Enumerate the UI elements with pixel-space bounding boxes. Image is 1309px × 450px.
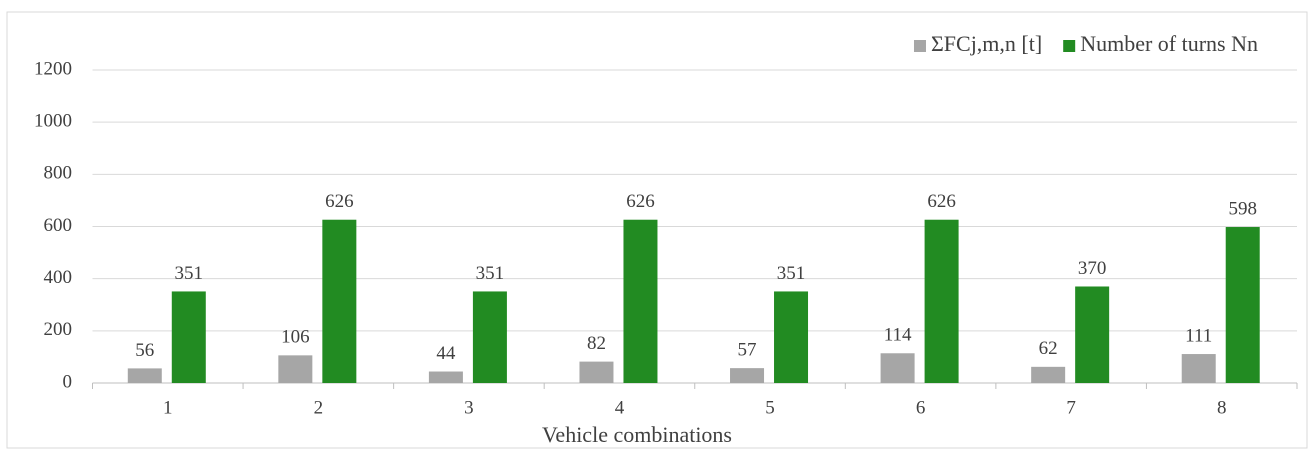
x-tick-label: 1: [163, 397, 173, 418]
data-label: 626: [626, 191, 655, 212]
bar: [278, 355, 313, 383]
data-label: 62: [1039, 338, 1058, 359]
y-tick-label: 600: [44, 215, 73, 236]
data-label: 82: [587, 333, 606, 354]
bar: [1031, 366, 1066, 383]
y-tick-label: 400: [44, 267, 73, 288]
data-label: 44: [436, 343, 456, 364]
bar: [730, 368, 765, 383]
data-label: 114: [884, 325, 912, 346]
legend-label: Number of turns Nn: [1080, 31, 1258, 56]
data-label: 351: [175, 263, 204, 284]
x-tick-label: 4: [615, 397, 625, 418]
data-label: 106: [281, 327, 310, 348]
y-tick-label: 800: [44, 163, 73, 184]
data-label: 598: [1228, 198, 1257, 219]
bar: [171, 291, 206, 383]
bar: [1075, 286, 1110, 383]
bar: [428, 371, 463, 383]
x-tick-label: 2: [314, 397, 324, 418]
x-tick-label: 7: [1066, 397, 1076, 418]
bar: [127, 368, 162, 383]
bar: [924, 219, 959, 383]
x-axis-label: Vehicle combinations: [542, 422, 732, 447]
x-tick-label: 5: [765, 397, 775, 418]
bar: [1225, 227, 1260, 383]
y-tick-label: 200: [44, 319, 73, 340]
bar: [579, 361, 614, 383]
bar: [623, 219, 658, 383]
bar: [880, 353, 915, 383]
bar: [774, 291, 809, 383]
bar: [1181, 354, 1216, 383]
data-label: 111: [1185, 325, 1212, 346]
data-label: 57: [738, 339, 757, 360]
y-tick-label: 1000: [34, 111, 72, 132]
legend-label: ΣFCj,m,n [t]: [931, 31, 1042, 56]
legend-swatch: [913, 40, 926, 52]
data-label: 351: [777, 263, 806, 284]
x-tick-label: 3: [464, 397, 474, 418]
data-label: 626: [325, 191, 354, 212]
data-label: 351: [476, 263, 505, 284]
x-tick-label: 8: [1217, 397, 1227, 418]
bar: [322, 219, 357, 383]
bar: [472, 291, 507, 383]
legend-swatch: [1063, 40, 1076, 52]
data-label: 626: [927, 191, 956, 212]
x-tick-label: 6: [916, 397, 926, 418]
data-label: 370: [1078, 258, 1107, 279]
y-tick-label: 0: [63, 371, 73, 392]
y-tick-label: 1200: [34, 58, 72, 79]
data-label: 56: [135, 340, 154, 361]
